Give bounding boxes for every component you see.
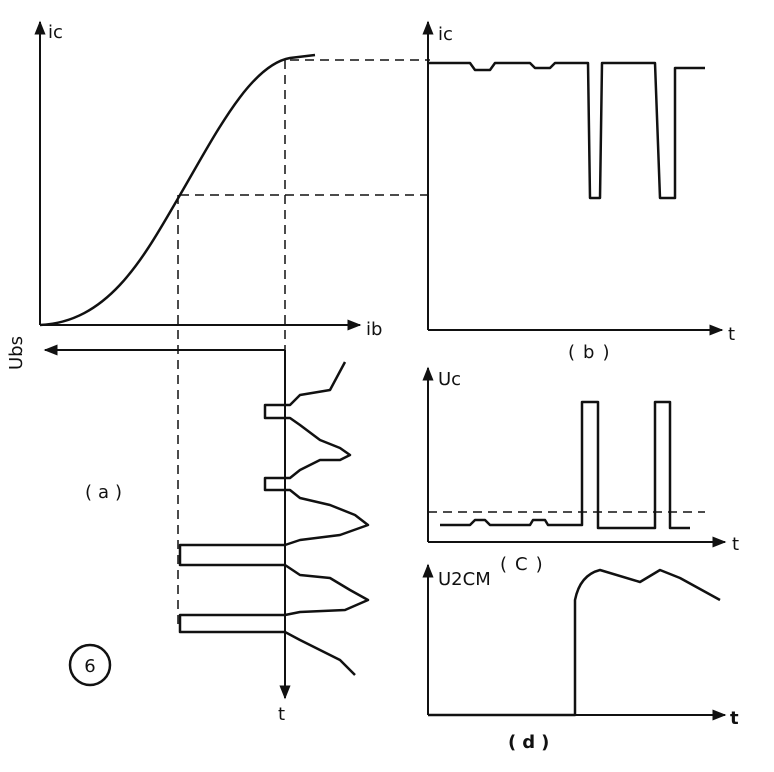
figure-number: 6	[84, 656, 95, 677]
voltage-wave	[428, 568, 721, 717]
axis-label: ic	[48, 22, 63, 43]
axis-label: t	[732, 534, 739, 555]
figure-circle	[68, 643, 112, 687]
collector-voltage-wave	[440, 400, 690, 530]
axis-label: Ubs	[6, 336, 27, 370]
panel-d: U2CM t (d)	[422, 563, 739, 753]
axis-label: U2CM	[438, 569, 491, 590]
panel-a: Ubs ic ib t (a)	[6, 20, 430, 725]
projection-lines	[177, 59, 430, 690]
axis-label: Uc	[438, 369, 461, 390]
axis-label: ic	[438, 24, 453, 45]
caption: (C)	[500, 554, 551, 575]
transfer-curve	[39, 53, 316, 327]
axis-label: t	[278, 704, 285, 725]
caption: (b)	[568, 342, 617, 363]
caption: (d)	[508, 732, 555, 753]
caption: (a)	[85, 482, 128, 503]
base-voltage-wave	[178, 361, 370, 676]
axis-label: t	[730, 708, 739, 729]
collector-current-wave	[428, 61, 705, 200]
panel-c: Uc t (C)	[422, 366, 739, 575]
panel-b: ic t (b)	[422, 20, 735, 363]
axis-label: t	[728, 324, 735, 345]
axis-label: ib	[366, 319, 382, 340]
